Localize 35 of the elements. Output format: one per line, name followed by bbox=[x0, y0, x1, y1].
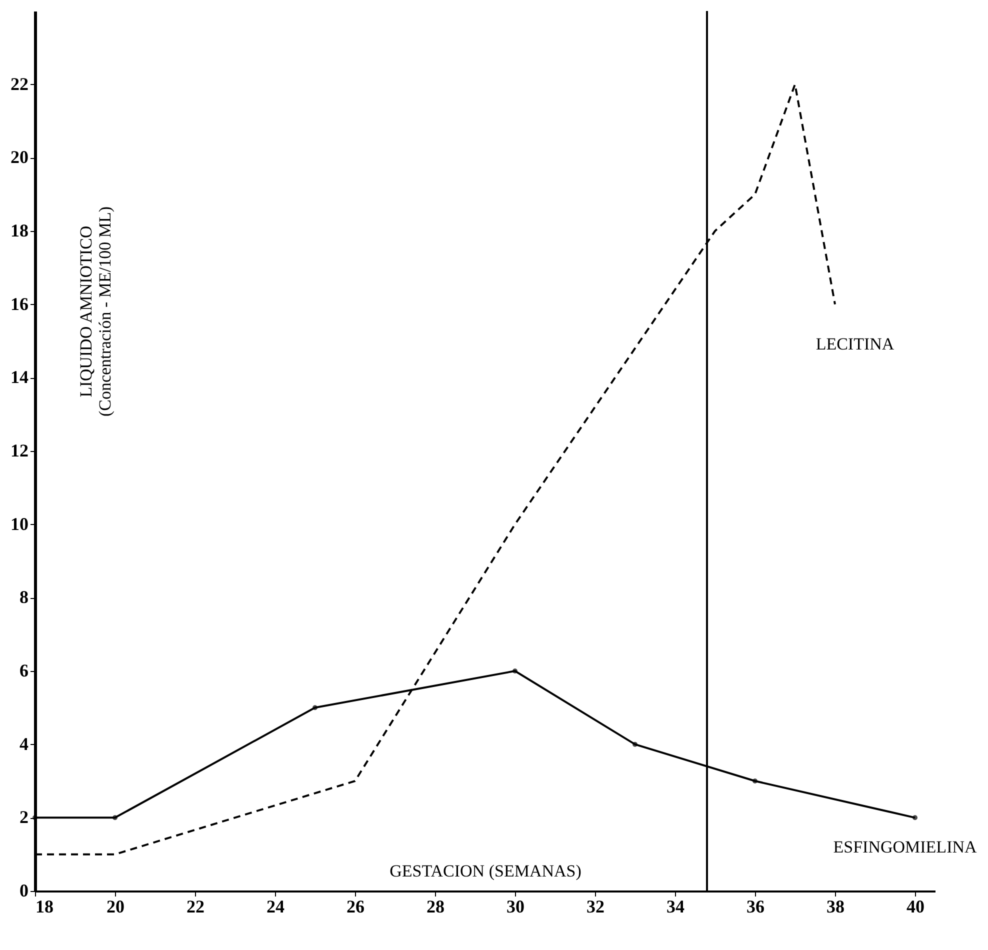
y-tick-label: 12 bbox=[10, 440, 28, 460]
x-tick-label: 40 bbox=[906, 896, 924, 916]
point bbox=[112, 815, 118, 820]
y-tick-label: 16 bbox=[10, 294, 28, 314]
point bbox=[752, 778, 758, 784]
x-tick-label: 24 bbox=[266, 896, 284, 916]
x-axis-title: GESTACION (SEMANAS) bbox=[390, 862, 582, 880]
x-tick-label: 34 bbox=[666, 896, 684, 916]
x-tick-label: 36 bbox=[746, 896, 764, 916]
point bbox=[32, 815, 38, 820]
point bbox=[312, 705, 318, 710]
point bbox=[512, 668, 518, 674]
y-axis-title: LIQUIDO AMNIOTICO (Concentración - ME/100 ML) bbox=[76, 206, 114, 417]
y-tick-label: 20 bbox=[10, 147, 28, 168]
x-tick-label: 22 bbox=[186, 896, 204, 916]
y-tick-label: 4 bbox=[20, 734, 28, 754]
y-tick-label: 10 bbox=[10, 514, 28, 534]
x-tick-label: 26 bbox=[346, 896, 364, 916]
point bbox=[912, 815, 918, 820]
point bbox=[632, 742, 638, 747]
x-tick-label: 28 bbox=[426, 896, 444, 916]
y-tick-label: 18 bbox=[10, 220, 28, 240]
y-tick-label: 2 bbox=[20, 807, 28, 828]
x-tick-label: 20 bbox=[106, 896, 124, 916]
y-tick-label: 6 bbox=[20, 660, 28, 680]
text: LECITINA bbox=[816, 334, 895, 354]
x-tick-label: 30 bbox=[506, 896, 524, 916]
y-tick-label: 22 bbox=[10, 74, 28, 94]
y-tick-label: 8 bbox=[20, 587, 28, 608]
x-tick-label: 18 bbox=[36, 896, 54, 916]
y-tick-label: 0 bbox=[20, 880, 28, 900]
x-tick-label: 32 bbox=[586, 896, 604, 916]
x-tick-label: 38 bbox=[826, 896, 844, 916]
y-tick-label: 14 bbox=[10, 367, 28, 388]
series-label: ESFINGOMIELINA bbox=[833, 838, 978, 857]
